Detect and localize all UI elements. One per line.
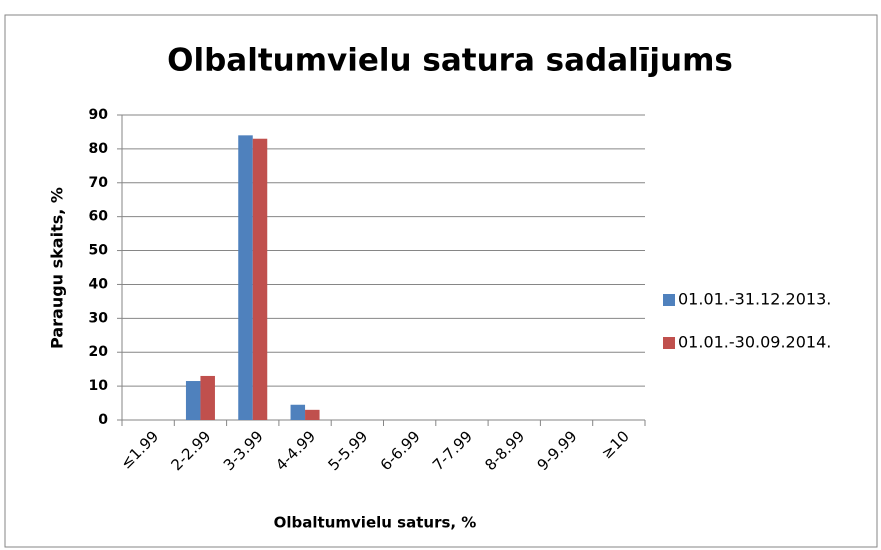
bar — [290, 404, 306, 420]
y-tick-label: 20 — [89, 344, 109, 360]
x-axis-label: Olbaltumvielu saturs, % — [274, 514, 477, 532]
bar — [238, 135, 253, 421]
chart-border — [4, 14, 878, 548]
y-tick-label: 0 — [98, 412, 108, 428]
y-tick-label: 80 — [89, 141, 109, 157]
y-tick-label: 50 — [89, 243, 109, 259]
y-tick-label: 90 — [89, 107, 109, 123]
y-axis-label: Paraugu skaits, % — [48, 187, 67, 349]
y-tick-label: 30 — [89, 310, 109, 326]
y-tick-label: 40 — [89, 276, 109, 292]
chart-title: Olbaltumvielu satura sadalījums — [167, 43, 733, 79]
legend-label: 01.01.-30.09.2014. — [678, 333, 831, 352]
y-tick-label: 70 — [89, 175, 109, 191]
legend-swatch — [663, 337, 675, 349]
bar — [200, 375, 215, 420]
legend-label: 01.01.-31.12.2013. — [678, 290, 831, 309]
bar — [305, 409, 320, 420]
y-tick-label: 60 — [89, 209, 109, 225]
bar — [185, 381, 201, 420]
y-tick-label: 10 — [89, 378, 109, 394]
legend-swatch — [663, 294, 675, 306]
bar — [252, 138, 268, 420]
